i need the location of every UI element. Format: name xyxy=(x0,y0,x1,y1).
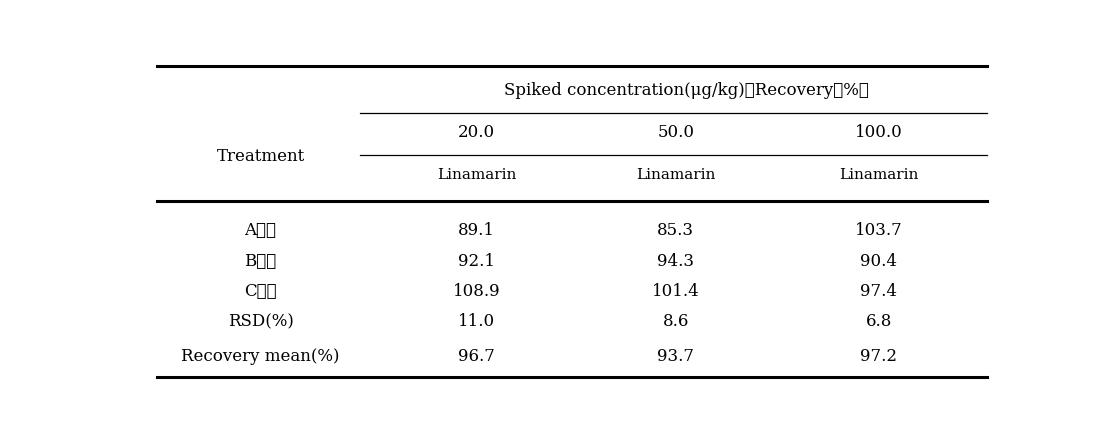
Text: Linamarin: Linamarin xyxy=(437,168,517,182)
Text: RSD(%): RSD(%) xyxy=(228,313,294,330)
Text: Recovery mean(%): Recovery mean(%) xyxy=(181,347,340,364)
Text: 100.0: 100.0 xyxy=(855,124,903,141)
Text: 11.0: 11.0 xyxy=(459,313,496,330)
Text: Linamarin: Linamarin xyxy=(839,168,918,182)
Text: Spiked concentration(μg/kg)（Recovery，%）: Spiked concentration(μg/kg)（Recovery，%） xyxy=(504,82,869,99)
Text: 89.1: 89.1 xyxy=(459,222,496,239)
Text: 94.3: 94.3 xyxy=(657,252,694,269)
Text: 20.0: 20.0 xyxy=(459,124,496,141)
Text: 8.6: 8.6 xyxy=(663,313,689,330)
Text: 85.3: 85.3 xyxy=(657,222,694,239)
Text: 101.4: 101.4 xyxy=(652,283,700,300)
Text: 6.8: 6.8 xyxy=(866,313,892,330)
Text: A기관: A기관 xyxy=(244,222,277,239)
Text: Treatment: Treatment xyxy=(217,148,305,165)
Text: 90.4: 90.4 xyxy=(860,252,897,269)
Text: 108.9: 108.9 xyxy=(453,283,501,300)
Text: B기관: B기관 xyxy=(244,252,277,269)
Text: C기관: C기관 xyxy=(244,283,277,300)
Text: Linamarin: Linamarin xyxy=(636,168,715,182)
Text: 93.7: 93.7 xyxy=(657,347,694,364)
Text: 96.7: 96.7 xyxy=(459,347,496,364)
Text: 50.0: 50.0 xyxy=(657,124,694,141)
Text: 92.1: 92.1 xyxy=(459,252,496,269)
Text: 103.7: 103.7 xyxy=(855,222,903,239)
Text: 97.4: 97.4 xyxy=(860,283,897,300)
Text: 97.2: 97.2 xyxy=(860,347,897,364)
